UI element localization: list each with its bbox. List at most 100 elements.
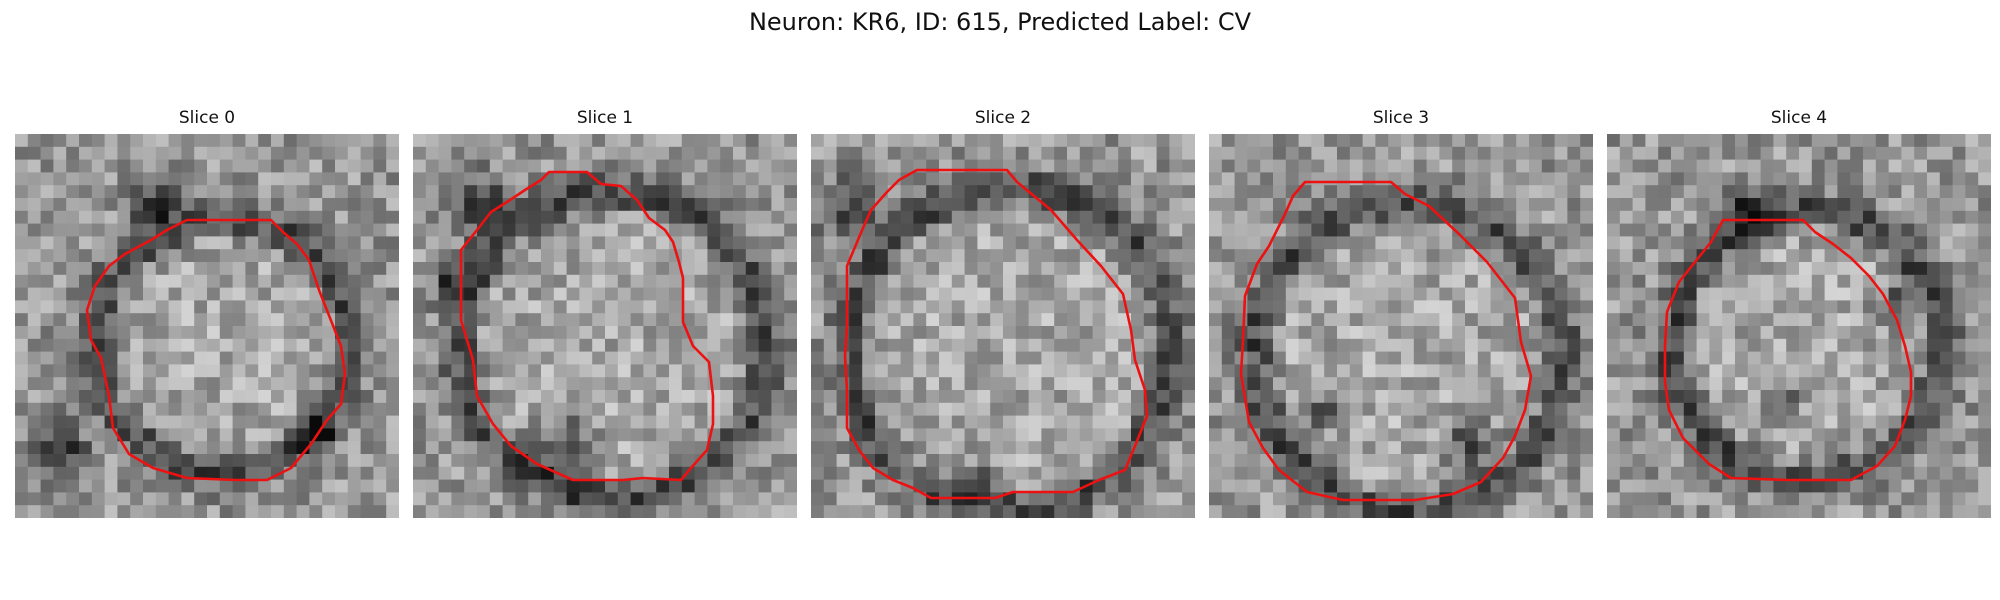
pixel	[1234, 262, 1248, 276]
pixel	[1054, 479, 1068, 493]
pixel	[1182, 146, 1195, 160]
pixel	[117, 198, 131, 212]
pixel	[1978, 338, 1991, 352]
pixel	[451, 146, 465, 160]
pixel	[1632, 466, 1646, 480]
pixel	[1028, 505, 1042, 518]
pixel	[271, 492, 285, 506]
pixel	[681, 172, 695, 186]
pixel	[1362, 172, 1376, 186]
pixel	[1490, 185, 1504, 199]
pixel	[489, 300, 503, 314]
pixel	[1799, 441, 1813, 455]
pixel	[502, 390, 516, 404]
pixel	[745, 505, 759, 518]
pixel	[1580, 454, 1593, 468]
pixel	[1837, 287, 1851, 301]
pixel	[232, 223, 246, 237]
pixel	[117, 159, 131, 173]
pixel	[347, 338, 361, 352]
pixel	[1131, 326, 1145, 340]
pixel	[1760, 390, 1774, 404]
pixel	[1413, 441, 1427, 455]
pixel	[1298, 287, 1312, 301]
pixel	[887, 223, 901, 237]
pixel	[1747, 454, 1761, 468]
pixel	[258, 134, 272, 148]
pixel	[1311, 351, 1325, 365]
pixel	[643, 249, 657, 263]
pixel	[386, 505, 399, 518]
pixel	[1632, 338, 1646, 352]
pixel	[413, 441, 427, 455]
pixel	[1824, 441, 1838, 455]
pixel	[1901, 159, 1915, 173]
pixel	[913, 338, 927, 352]
pixel	[823, 210, 837, 224]
pixel	[219, 505, 233, 518]
pixel	[79, 351, 93, 365]
pixel	[1273, 146, 1287, 160]
pixel	[1260, 223, 1274, 237]
pixel	[1105, 402, 1119, 416]
pixel	[656, 262, 670, 276]
pixel	[1580, 262, 1593, 276]
pixel	[1298, 223, 1312, 237]
pixel	[1901, 364, 1915, 378]
pixel	[1824, 402, 1838, 416]
pixel	[1811, 402, 1825, 416]
pixel	[1863, 159, 1877, 173]
pixel	[1234, 505, 1248, 518]
pixel	[1362, 262, 1376, 276]
pixel	[1824, 287, 1838, 301]
pixel	[117, 223, 131, 237]
pixel	[630, 313, 644, 327]
pixel	[1067, 364, 1081, 378]
pixel	[758, 402, 772, 416]
pixel	[1850, 198, 1864, 212]
pixel	[1337, 338, 1351, 352]
pixel	[784, 313, 797, 327]
pixel	[386, 185, 399, 199]
pixel	[1773, 364, 1787, 378]
pixel	[1221, 364, 1235, 378]
pixel	[977, 300, 991, 314]
pixel	[1439, 505, 1453, 518]
pixel	[15, 402, 29, 416]
pixel	[489, 492, 503, 506]
pixel	[1837, 313, 1851, 327]
pixel	[1824, 134, 1838, 148]
pixel	[155, 287, 169, 301]
pixel	[271, 249, 285, 263]
pixel	[1760, 313, 1774, 327]
pixel	[656, 402, 670, 416]
pixel	[79, 223, 93, 237]
pixel	[1658, 415, 1672, 429]
pixel	[1182, 364, 1195, 378]
pixel	[528, 364, 542, 378]
pixel	[1131, 313, 1145, 327]
pixel	[502, 338, 516, 352]
pixel	[811, 428, 825, 442]
pixel	[1567, 262, 1581, 276]
pixel	[66, 454, 80, 468]
pixel	[1888, 274, 1902, 288]
pixel	[207, 313, 221, 327]
pixel	[579, 364, 593, 378]
pixel	[811, 351, 825, 365]
pixel	[1671, 441, 1685, 455]
pixel	[1939, 377, 1953, 391]
pixel	[964, 172, 978, 186]
pixel	[528, 402, 542, 416]
pixel	[1529, 287, 1543, 301]
pixel	[1709, 454, 1723, 468]
pixel	[1709, 172, 1723, 186]
pixel	[1003, 441, 1017, 455]
pixel	[1375, 377, 1389, 391]
pixel	[130, 479, 144, 493]
pixel	[566, 402, 580, 416]
pixel	[1092, 300, 1106, 314]
pixel	[15, 262, 29, 276]
pixel	[1773, 454, 1787, 468]
pixel	[951, 326, 965, 340]
